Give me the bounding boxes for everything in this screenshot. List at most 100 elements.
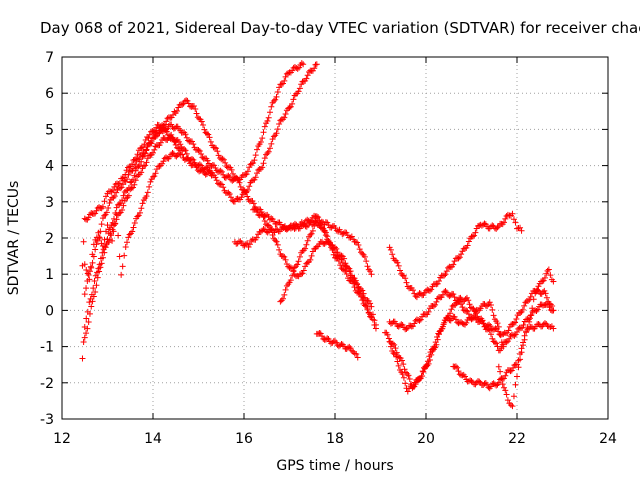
- data-point: [276, 246, 283, 253]
- data-point: [182, 131, 189, 138]
- data-point: [521, 336, 528, 343]
- data-point: [452, 316, 459, 323]
- data-point: [96, 268, 103, 275]
- data-point: [150, 128, 157, 135]
- y-tick-label: -3: [40, 412, 54, 428]
- data-point: [155, 129, 162, 136]
- data-point: [256, 212, 263, 219]
- data-point: [386, 338, 393, 345]
- data-point: [400, 361, 407, 368]
- data-point: [116, 180, 123, 187]
- data-point: [359, 297, 366, 304]
- data-point: [280, 80, 286, 87]
- data-point: [276, 84, 283, 91]
- data-point: [124, 176, 131, 183]
- data-point: [92, 246, 99, 253]
- data-point: [102, 193, 109, 200]
- data-point: [248, 177, 255, 184]
- data-point: [264, 150, 271, 157]
- data-point: [480, 320, 487, 327]
- data-point: [479, 317, 486, 324]
- series-6: [277, 215, 375, 321]
- data-point: [90, 293, 97, 300]
- data-point: [300, 61, 307, 68]
- data-point: [411, 320, 418, 327]
- data-point: [209, 169, 216, 176]
- data-point: [172, 141, 179, 148]
- data-point: [352, 279, 359, 286]
- data-point: [494, 224, 501, 231]
- data-point: [185, 137, 192, 144]
- data-point: [99, 242, 106, 249]
- data-point: [522, 299, 529, 306]
- data-point: [101, 249, 108, 256]
- data-point: [519, 306, 526, 313]
- series-1: [81, 61, 320, 341]
- data-point: [313, 61, 320, 68]
- data-point: [291, 264, 298, 271]
- data-point: [450, 291, 457, 298]
- data-point: [294, 65, 301, 72]
- data-point: [98, 260, 105, 267]
- data-point: [361, 302, 368, 309]
- data-point: [423, 363, 429, 370]
- data-point: [399, 272, 406, 279]
- data-point: [83, 266, 90, 273]
- data-point: [250, 159, 257, 166]
- data-point: [413, 378, 420, 385]
- data-point: [343, 271, 350, 278]
- data-point: [153, 132, 160, 139]
- data-point: [260, 226, 267, 233]
- data-point: [196, 115, 203, 122]
- data-point: [274, 241, 281, 248]
- data-point: [242, 189, 249, 196]
- data-point: [138, 144, 145, 151]
- data-point: [257, 228, 264, 235]
- data-point: [157, 124, 164, 131]
- data-point: [86, 299, 93, 306]
- data-point: [215, 152, 222, 159]
- data-point: [131, 156, 138, 163]
- data-point: [359, 287, 366, 294]
- y-tick-label: 5: [45, 122, 54, 138]
- data-point: [135, 212, 142, 219]
- data-point: [303, 75, 310, 82]
- data-point: [163, 118, 170, 125]
- data-point: [442, 271, 449, 278]
- data-point: [229, 197, 236, 204]
- data-point: [504, 397, 511, 404]
- data-point: [242, 171, 249, 178]
- data-point: [481, 220, 488, 227]
- data-point: [127, 179, 134, 186]
- data-point: [105, 204, 112, 211]
- data-point: [120, 202, 127, 209]
- data-point: [268, 140, 275, 147]
- data-point: [244, 168, 251, 175]
- data-point: [455, 368, 462, 375]
- data-point: [90, 285, 97, 292]
- data-point: [252, 206, 259, 213]
- data-point: [495, 323, 502, 330]
- data-point: [295, 88, 302, 95]
- data-point: [436, 278, 442, 285]
- data-point: [342, 267, 349, 274]
- data-point: [319, 333, 325, 340]
- data-point: [281, 291, 288, 298]
- data-point: [122, 243, 129, 250]
- data-point: [140, 163, 147, 170]
- data-point: [488, 331, 494, 338]
- data-point: [509, 210, 516, 217]
- data-point: [298, 219, 305, 226]
- data-point: [469, 314, 476, 321]
- data-point: [393, 353, 400, 360]
- data-point: [529, 305, 536, 312]
- data-point: [462, 373, 468, 380]
- data-point: [125, 234, 132, 241]
- data-point: [175, 104, 182, 111]
- series-14: [81, 149, 184, 283]
- data-point: [487, 323, 494, 330]
- data-point: [467, 304, 474, 311]
- data-point: [281, 77, 288, 84]
- data-point: [333, 227, 340, 234]
- data-point: [157, 139, 164, 146]
